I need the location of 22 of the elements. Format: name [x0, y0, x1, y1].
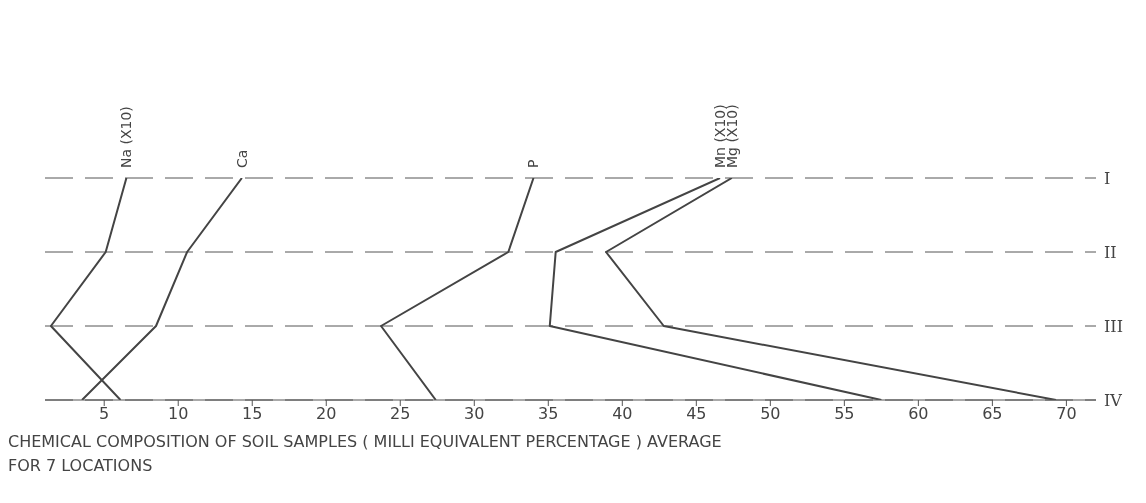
- x-tick-label: 55: [834, 404, 855, 424]
- x-tick-label: 40: [612, 404, 633, 424]
- x-tick-label: 45: [686, 404, 707, 424]
- x-tick-label: 10: [168, 404, 189, 424]
- x-tick-label: 15: [242, 404, 263, 424]
- x-tick-label: 25: [390, 404, 411, 424]
- y-tick-label: III: [1104, 316, 1123, 336]
- x-tick-label: 70: [1056, 404, 1077, 424]
- x-axis-title: CHEMICAL COMPOSITION OF SOIL SAMPLES ( MILLI EQUIVALENT PERCENTAGE ) AVERAGE FOR 7 LOCATIONS: [8, 431, 723, 477]
- text: Ca: [233, 149, 250, 168]
- x-tick-label: 30: [464, 404, 485, 424]
- y-tick-label: IV: [1104, 390, 1123, 410]
- x-tick-label: 35: [538, 404, 559, 424]
- x-tick-label: 20: [316, 404, 337, 424]
- x-tick-label: 5: [99, 404, 110, 424]
- y-tick-label: I: [1104, 168, 1111, 188]
- text: P: [525, 159, 542, 168]
- y-tick-label: II: [1104, 242, 1117, 262]
- x-tick-label: 65: [982, 404, 1003, 424]
- x-tick-label: 50: [760, 404, 781, 424]
- text: Na (X10): [118, 106, 135, 168]
- x-tick-label: 60: [908, 404, 929, 424]
